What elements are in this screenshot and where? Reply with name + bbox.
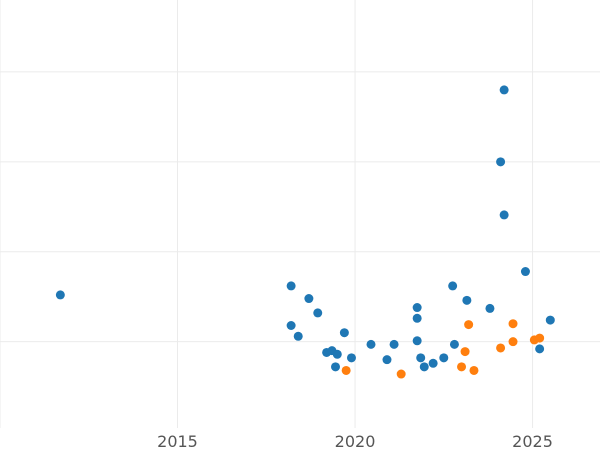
data-point: [520, 267, 530, 277]
data-point: [439, 353, 449, 363]
data-point: [448, 281, 458, 291]
data-point: [332, 349, 342, 359]
data-point: [346, 353, 356, 363]
data-point: [508, 337, 518, 347]
data-point: [496, 343, 506, 353]
data-point: [313, 308, 323, 318]
data-point: [396, 369, 406, 379]
data-points: [55, 85, 555, 379]
data-point: [286, 320, 296, 330]
data-point: [331, 362, 341, 372]
data-point: [412, 313, 422, 323]
data-point: [304, 294, 314, 304]
data-point: [416, 353, 426, 363]
data-point: [535, 344, 545, 354]
data-point: [428, 358, 438, 368]
data-point: [460, 347, 470, 357]
data-point: [499, 85, 509, 95]
data-point: [339, 328, 349, 338]
x-tick-label: 2015: [157, 432, 198, 450]
data-point: [389, 339, 399, 349]
data-point: [545, 315, 555, 325]
data-point: [508, 319, 518, 329]
y-gridlines: [0, 71, 600, 343]
x-tick-label: 2025: [512, 432, 553, 450]
data-point: [412, 336, 422, 346]
data-point: [485, 303, 495, 313]
data-point: [499, 210, 509, 220]
data-point: [286, 281, 296, 291]
x-gridlines: [0, 0, 534, 428]
x-tick-labels: 2015 2020 2025: [157, 432, 553, 450]
data-point: [469, 365, 479, 375]
data-point: [496, 157, 506, 167]
data-point: [464, 320, 474, 330]
data-point: [449, 339, 459, 349]
data-point: [55, 290, 65, 300]
data-point: [462, 295, 472, 305]
data-point: [457, 362, 467, 372]
data-point: [382, 355, 392, 365]
data-point: [419, 362, 429, 372]
data-point: [341, 365, 351, 375]
data-point: [412, 303, 422, 313]
data-point: [366, 339, 376, 349]
x-tick-label: 2020: [335, 432, 376, 450]
data-point: [535, 333, 545, 343]
data-point: [293, 331, 303, 341]
